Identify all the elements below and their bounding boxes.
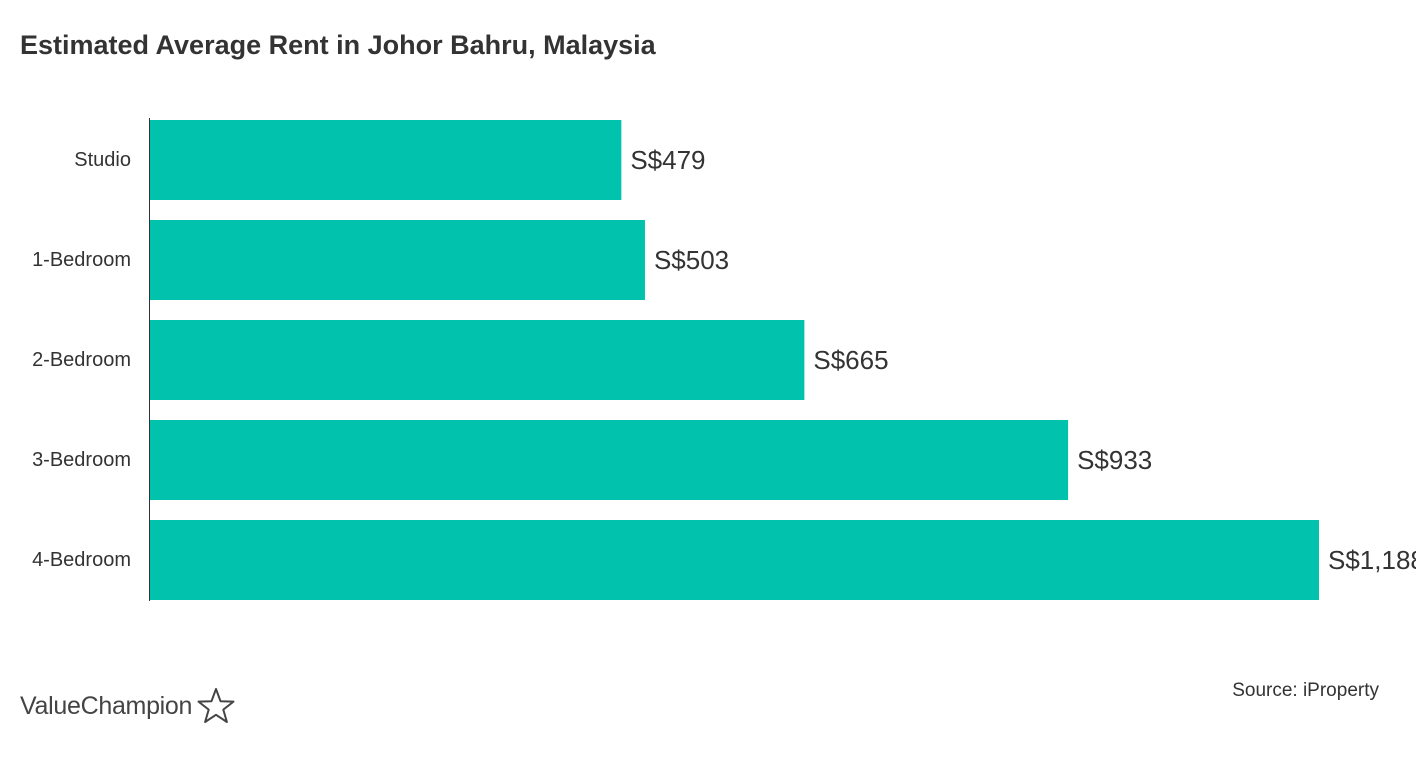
category-label: 3-Bedroom [32, 449, 131, 471]
category-label: 4-Bedroom [32, 549, 131, 571]
value-label: S$479 [630, 145, 705, 175]
category-label: 2-Bedroom [32, 349, 131, 371]
category-label: Studio [74, 149, 131, 171]
chart-title: Estimated Average Rent in Johor Bahru, M… [20, 30, 656, 60]
value-label: S$1,188 [1328, 545, 1416, 575]
bar-1-bedroom [150, 220, 645, 300]
source-note: Source: iProperty [1232, 680, 1379, 701]
bar-studio [150, 120, 622, 200]
bar-2-bedroom [150, 320, 805, 400]
star-outline-icon [197, 688, 235, 723]
bar-4-bedroom [150, 520, 1319, 600]
value-label: S$933 [1077, 445, 1152, 475]
bar-chart: Studio 1-Bedroom 2-Bedroom 3-Bedroom 4-Bedro… [32, 118, 1416, 601]
brand-name: ValueChampion [20, 691, 193, 720]
value-label: S$503 [654, 245, 729, 275]
category-label: 1-Bedroom [32, 249, 131, 271]
brand-logo: ValueChampion [20, 686, 236, 726]
value-label: S$665 [813, 345, 888, 375]
bar-3-bedroom [150, 420, 1069, 500]
